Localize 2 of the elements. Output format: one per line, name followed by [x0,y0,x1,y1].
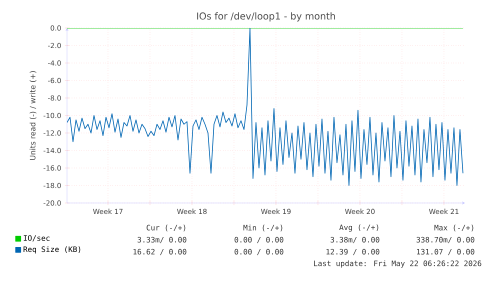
line-series [67,28,464,186]
chart-title: IOs for /dev/loop1 - by month [197,12,335,22]
